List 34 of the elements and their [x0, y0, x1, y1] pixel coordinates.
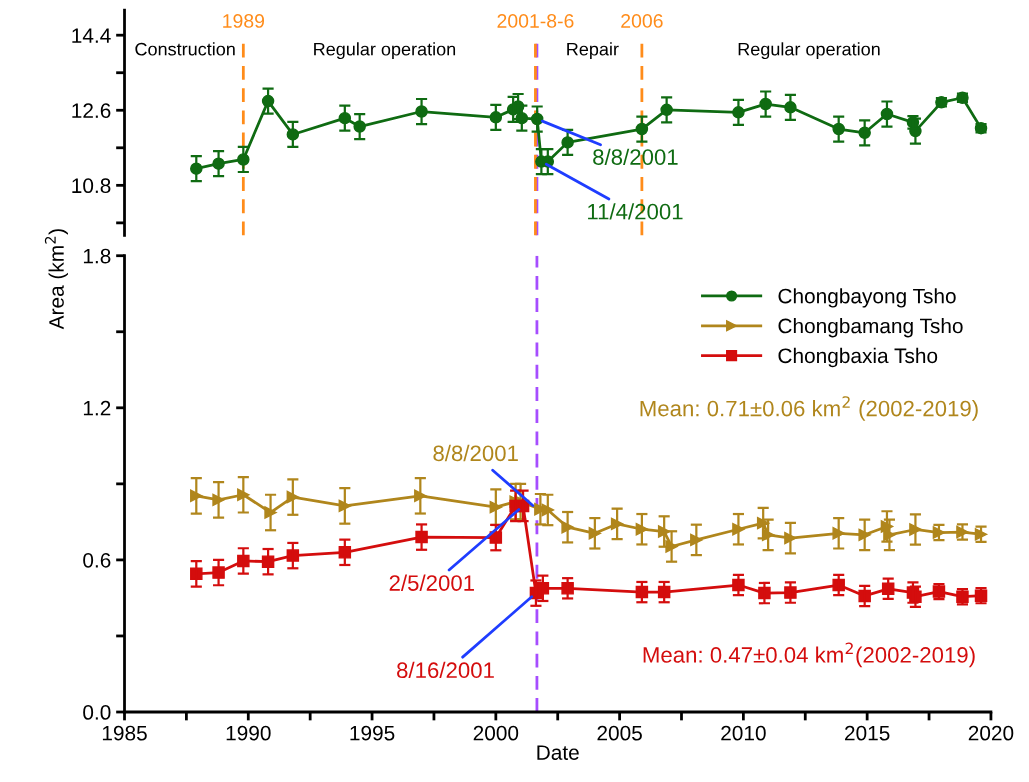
annotation: 11/4/2001: [588, 203, 683, 220]
annotation: Regular operation: [314, 42, 456, 60]
x-axis-title: Date: [537, 745, 579, 760]
annotation: 8/8/2001: [433, 444, 518, 462]
annotation: 8/8/2001: [593, 148, 678, 165]
annotation: 2001-8-6: [497, 14, 574, 28]
annotation: 2/5/2001: [389, 574, 474, 591]
annotation: Repair: [567, 42, 619, 60]
x-tick-label: 1990: [226, 725, 271, 741]
x-tick-label: 2010: [721, 725, 766, 741]
x-tick-label: 2005: [597, 725, 642, 741]
legend-label: Chongbaxia Tsho: [778, 347, 938, 368]
y-tick-label: 0.6: [83, 552, 111, 568]
y-axis-title: Area (km$^{2}$): [44, 229, 68, 330]
annotation: Mean: 0.47±0.04 km$^{2}$(2002-2019): [643, 642, 975, 668]
legend-label: Chongbamang Tsho: [778, 317, 963, 338]
annotation: Regular operation: [738, 42, 880, 60]
legend-label: Chongbayong Tsho: [778, 288, 956, 308]
x-tick-label: 2000: [473, 725, 519, 741]
annotation: 8/16/2001: [397, 661, 494, 679]
x-tick-label: 1995: [350, 725, 395, 741]
x-tick-label: 2020: [968, 725, 1014, 741]
x-tick-label: 2015: [845, 725, 890, 741]
y-tick-label: 14.4: [72, 28, 111, 43]
y-tick-label: 12.6: [72, 103, 111, 119]
y-tick-label: 10.8: [72, 178, 111, 194]
annotation: Construction: [135, 42, 235, 56]
y-tick-label: 0.0: [83, 705, 111, 720]
annotation: 1989: [223, 14, 265, 28]
x-tick-label: 1985: [102, 725, 147, 741]
annotation: Mean: 0.71±0.06 km$^{2}$ (2002-2019): [640, 396, 978, 421]
y-tick-label: 1.8: [83, 248, 111, 264]
annotation: 2006: [621, 14, 663, 28]
y-tick-label: 1.2: [83, 400, 111, 416]
